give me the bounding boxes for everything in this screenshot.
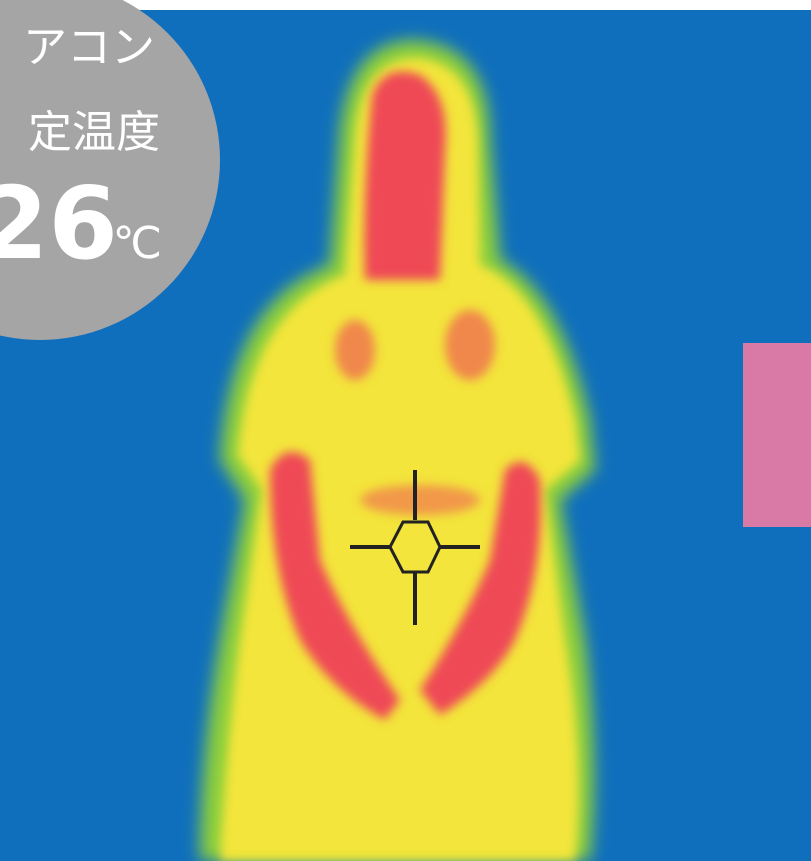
badge-unit: ℃ bbox=[113, 218, 162, 269]
badge-temperature: 26 bbox=[0, 165, 118, 282]
badge-line2: 定温度 bbox=[28, 107, 160, 158]
thermal-image: アコン 定温度 26 ℃ bbox=[0, 0, 811, 861]
badge-line1: アコン bbox=[23, 22, 155, 73]
page: アコン 定温度 26 ℃ (() => { const data = JSON.… bbox=[0, 0, 811, 861]
side-tab bbox=[743, 343, 811, 527]
